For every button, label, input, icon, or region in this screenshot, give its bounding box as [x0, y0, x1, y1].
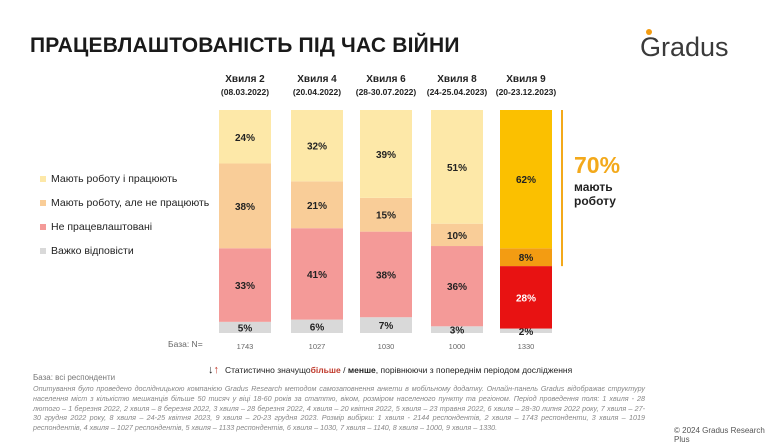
bar-segment [291, 228, 343, 320]
highlight-text: мають роботу [574, 180, 616, 208]
bar-value-label: 36% [447, 282, 467, 293]
base-value: 1330 [517, 342, 535, 351]
base-respondents: База: всі респонденти [33, 373, 116, 382]
highlight-percent: 70% [574, 152, 621, 178]
wave-name: Хвиля 4 [297, 74, 337, 85]
bar-value-label: 38% [235, 202, 255, 213]
legend-label: Не працевлаштовані [51, 221, 153, 233]
bar-value-label: 8% [519, 253, 534, 264]
stat-note-less: менше [347, 365, 376, 375]
wave-label: Хвиля 2 (08.03.2022) [200, 74, 290, 98]
bar-segment [219, 110, 271, 164]
wave-name: Хвиля 6 [366, 74, 406, 85]
wave-label: Хвиля 4 (20.04.2022) [272, 74, 362, 98]
wave-date: (20-23.12.2023) [495, 87, 557, 97]
base-value: 1743 [236, 342, 254, 351]
bar-value-label: 2% [519, 327, 534, 338]
stat-significance-note: ↓↑ Статистично значущо більше / менше , … [208, 364, 572, 376]
stat-note-after: , порівнюючи з попереднім періодом дослі… [375, 365, 573, 375]
bar-value-label: 28% [516, 293, 536, 304]
stat-note-before: Статистично значущо [225, 365, 311, 375]
legend-label: Важко відповісти [51, 245, 134, 257]
copyright: © 2024 Gradus Research Plus [674, 426, 765, 444]
bar-value-label: 21% [307, 201, 327, 212]
bar-segment [360, 110, 412, 198]
wave-date: (24-25.04.2023) [426, 87, 488, 97]
stat-note-more: більше [310, 365, 341, 375]
legend-swatch [40, 224, 46, 230]
bar-segment [360, 197, 412, 232]
bar-value-label: 24% [235, 133, 255, 144]
bar-segment [360, 317, 412, 333]
bar-value-label: 51% [447, 163, 467, 174]
methodology-footnote: Опитування було проведено дослідницькою … [33, 384, 645, 433]
bar-value-label: 3% [450, 326, 465, 337]
legend-item-employed-not-working: Мають роботу, але не працюють [40, 192, 209, 214]
wave-date: (08.03.2022) [220, 87, 270, 97]
bar-value-label: 7% [379, 321, 394, 332]
chart-legend: Мають роботу і працюють Мають роботу, ал… [40, 168, 209, 264]
bar-value-label: 5% [238, 323, 253, 334]
bar-value-label: 33% [235, 281, 255, 292]
highlight-text-line1: мають [574, 180, 613, 194]
bar-value-label: 32% [307, 142, 327, 153]
base-value: 1027 [308, 342, 326, 351]
bar-value-label: 62% [516, 175, 536, 186]
bar-segment [291, 181, 343, 229]
legend-swatch [40, 200, 46, 206]
bar-segment [360, 231, 412, 318]
gradus-logo: Gradus [640, 29, 729, 63]
bar-segment [500, 266, 552, 329]
bar-segment [431, 326, 483, 333]
legend-swatch [40, 248, 46, 254]
bar-segment [500, 110, 552, 249]
bar-value-label: 15% [376, 211, 396, 222]
bar-segment [431, 110, 483, 224]
wave-name: Хвиля 9 [506, 74, 546, 85]
base-value: 1000 [448, 342, 466, 351]
stat-note-slash: / [340, 365, 348, 375]
legend-label: Мають роботу і працюють [51, 173, 178, 185]
logo-dot-icon [646, 29, 652, 35]
bar-value-label: 39% [376, 150, 396, 161]
legend-item-hard-to-say: Важко відповісти [40, 240, 209, 262]
bar-value-label: 6% [310, 322, 325, 333]
legend-item-unemployed: Не працевлаштовані [40, 216, 209, 238]
base-label: База: N= [168, 339, 203, 349]
bar-segment [219, 321, 271, 333]
wave-name: Хвиля 2 [225, 74, 265, 85]
wave-label: Хвиля 9 (20-23.12.2023) [481, 74, 571, 98]
legend-swatch [40, 176, 46, 182]
bar-segment [431, 246, 483, 327]
wave-date: (20.04.2022) [292, 87, 342, 97]
bar-value-label: 38% [376, 270, 396, 281]
base-value: 1030 [377, 342, 395, 351]
logo-text: Gradus [640, 32, 729, 62]
up-down-arrows-icon: ↓↑ [208, 364, 219, 376]
legend-item-working: Мають роботу і працюють [40, 168, 209, 190]
bar-segment [291, 319, 343, 333]
highlight-text-line2: роботу [574, 194, 616, 208]
legend-label: Мають роботу, але не працюють [51, 197, 210, 209]
wave-date: (28-30.07.2022) [355, 87, 417, 97]
bar-value-label: 41% [307, 270, 327, 281]
bar-segment [219, 163, 271, 249]
wave-label: Хвиля 6 (28-30.07.2022) [341, 74, 431, 98]
bar-segment [500, 248, 552, 267]
page-title: ПРАЦЕВЛАШТОВАНІСТЬ ПІД ЧАС ВІЙНИ [30, 34, 460, 57]
bar-segment [291, 110, 343, 182]
bar-value-label: 10% [447, 231, 467, 242]
wave-label: Хвиля 8 (24-25.04.2023) [412, 74, 502, 98]
bar-segment [431, 223, 483, 247]
bar-segment [500, 328, 552, 333]
wave-name: Хвиля 8 [437, 74, 477, 85]
bar-segment [219, 248, 271, 322]
